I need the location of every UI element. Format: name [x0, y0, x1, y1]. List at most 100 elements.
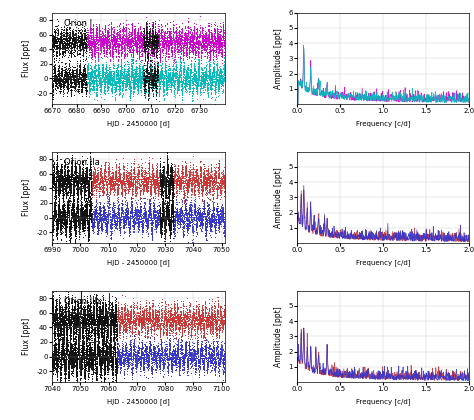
Point — [180, 360, 187, 367]
Point — [212, 358, 219, 365]
Point — [71, 51, 78, 58]
Point — [79, 83, 86, 89]
Point — [67, 50, 74, 56]
Point — [170, 43, 178, 50]
Point — [121, 221, 128, 228]
Point — [94, 328, 101, 334]
Point — [100, 355, 107, 362]
Point — [145, 30, 153, 37]
Point — [65, 176, 73, 182]
Point — [115, 76, 122, 82]
Point — [106, 51, 114, 58]
Point — [189, 42, 197, 49]
Point — [207, 47, 214, 54]
Point — [64, 84, 72, 91]
Point — [79, 168, 87, 174]
Point — [98, 178, 106, 185]
Point — [182, 180, 190, 187]
Point — [82, 169, 90, 176]
Point — [168, 360, 175, 367]
Point — [142, 76, 149, 83]
Point — [169, 207, 176, 214]
Point — [220, 352, 228, 359]
Point — [171, 321, 179, 328]
Point — [70, 84, 78, 91]
Point — [83, 347, 91, 354]
Point — [201, 213, 209, 219]
Point — [213, 205, 221, 211]
Point — [208, 83, 215, 89]
Point — [74, 77, 82, 84]
Point — [182, 35, 189, 42]
Point — [74, 318, 82, 325]
Point — [61, 353, 68, 360]
Point — [123, 175, 130, 181]
Point — [73, 81, 81, 87]
Point — [189, 227, 197, 234]
Point — [140, 215, 147, 221]
Point — [107, 24, 115, 30]
Point — [171, 345, 178, 352]
Point — [76, 173, 84, 180]
Point — [131, 310, 138, 317]
Point — [172, 354, 180, 361]
Point — [182, 313, 189, 320]
Point — [135, 37, 142, 44]
Point — [67, 315, 75, 321]
Point — [70, 319, 78, 326]
Point — [185, 211, 192, 218]
Point — [79, 334, 86, 341]
Point — [216, 312, 224, 319]
Point — [138, 320, 146, 326]
Point — [199, 353, 206, 360]
Point — [55, 186, 63, 193]
Point — [146, 36, 154, 42]
Point — [156, 48, 164, 55]
Point — [165, 307, 173, 314]
Point — [217, 187, 225, 194]
Point — [172, 166, 179, 173]
Point — [165, 336, 173, 343]
Point — [54, 179, 62, 186]
Point — [101, 33, 109, 39]
Point — [199, 183, 207, 190]
Point — [132, 360, 140, 367]
Point — [215, 169, 223, 176]
Point — [92, 372, 100, 378]
Point — [201, 215, 209, 222]
Point — [172, 33, 180, 39]
Point — [70, 81, 78, 88]
Point — [94, 331, 102, 338]
Point — [94, 54, 102, 61]
Point — [131, 328, 138, 334]
Point — [219, 176, 227, 183]
Point — [144, 80, 152, 87]
Point — [88, 192, 96, 198]
Point — [211, 314, 219, 320]
Point — [96, 352, 103, 359]
Point — [97, 316, 104, 323]
Point — [186, 161, 193, 168]
Point — [91, 334, 99, 341]
Point — [191, 71, 198, 78]
Point — [95, 71, 103, 78]
Point — [201, 309, 209, 316]
Point — [165, 33, 173, 39]
Point — [146, 309, 154, 316]
Point — [56, 79, 64, 86]
Point — [148, 63, 156, 70]
Point — [50, 350, 57, 357]
Point — [166, 310, 173, 317]
Point — [52, 76, 59, 83]
Point — [51, 37, 58, 44]
Point — [54, 77, 61, 84]
Point — [216, 215, 223, 221]
Point — [148, 174, 155, 181]
Point — [164, 24, 171, 31]
Point — [119, 28, 127, 35]
Point — [130, 35, 138, 42]
Point — [182, 51, 190, 58]
Point — [50, 159, 57, 166]
Point — [176, 182, 184, 189]
Point — [208, 76, 215, 83]
